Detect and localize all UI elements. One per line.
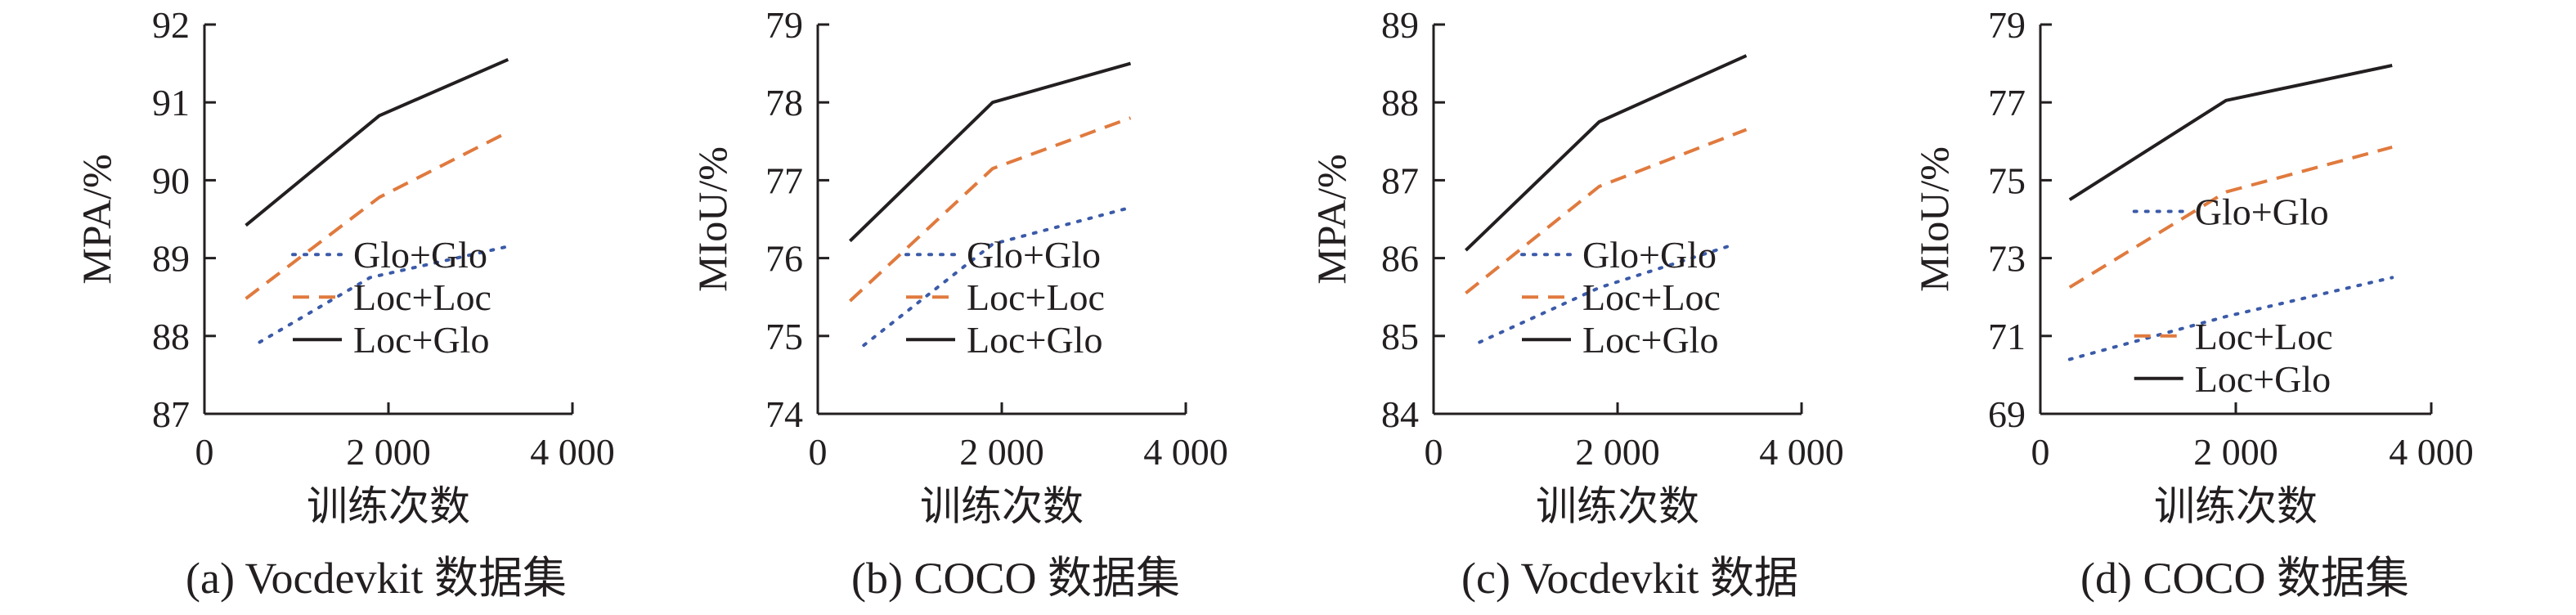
x-tick-label: 0 [1425, 431, 1443, 473]
y-axis-title: MIoU/% [1911, 146, 1957, 292]
series-line-loc-glo [849, 61, 1132, 243]
legend-label: Loc+Loc [1582, 276, 1721, 318]
y-tick-label: 77 [765, 159, 803, 201]
chart-caption: (a) Vocdevkit 数据集 [186, 554, 567, 603]
y-tick-label: 90 [152, 159, 190, 201]
chart-panel-4: 69 71 73 75 77 79 0 2 000 4 000 训练次数 MIoU/% Glo+Glo… [1911, 4, 2474, 603]
series-line-loc-loc [849, 116, 1132, 303]
y-tick-label: 86 [1381, 238, 1419, 280]
x-axis-title: 训练次数 [2154, 483, 2318, 529]
y-tick-label: 88 [152, 316, 190, 357]
chart-caption: (d) COCO 数据集 [2080, 554, 2409, 603]
y-tick-label: 71 [1988, 316, 2026, 357]
y-axis-title: MPA/% [1308, 154, 1354, 284]
x-axis-title: 训练次数 [920, 483, 1084, 529]
x-tick-label: 4 000 [2389, 431, 2474, 473]
y-tick-label: 75 [765, 316, 803, 357]
legend-label: Loc+Loc [2195, 316, 2333, 357]
x-tick-label: 4 000 [530, 431, 615, 473]
x-tick-label: 0 [195, 431, 214, 473]
y-tick-label: 87 [152, 393, 190, 435]
x-tick-label: 2 000 [959, 431, 1044, 473]
y-tick-label: 88 [1381, 82, 1419, 123]
series-line-glo-glo [2067, 276, 2394, 361]
x-tick-label: 2 000 [1575, 431, 1660, 473]
y-tick-label: 89 [1381, 4, 1419, 46]
chart-caption: (b) COCO 数据集 [851, 554, 1180, 603]
y-tick-label: 77 [1988, 82, 2026, 123]
series-line-loc-glo [1465, 54, 1748, 252]
y-tick-label: 84 [1381, 393, 1419, 435]
y-axis-title: MPA/% [74, 154, 119, 284]
legend-label: Glo+Glo [1582, 234, 1717, 276]
legend-label: Glo+Glo [353, 234, 487, 276]
x-tick-label: 4 000 [1143, 431, 1228, 473]
x-axis-title: 训练次数 [307, 483, 470, 529]
x-tick-label: 4 000 [1759, 431, 1844, 473]
legend-label: Glo+Glo [967, 234, 1101, 276]
y-tick-label: 79 [765, 4, 803, 46]
y-tick-label: 78 [765, 82, 803, 123]
y-tick-label: 92 [152, 4, 190, 46]
chart-panel-2: 74 75 76 77 78 79 0 2 000 4 000 训练次数 MIoU/% Glo+Glo… [689, 4, 1228, 603]
series-line-glo-glo [1478, 245, 1730, 344]
y-tick-label: 76 [765, 238, 803, 280]
x-tick-label: 2 000 [346, 431, 431, 473]
y-axis-title: MIoU/% [689, 146, 735, 292]
y-tick-label: 85 [1381, 316, 1419, 357]
legend-label: Loc+Glo [1582, 319, 1718, 361]
legend-label: Loc+Glo [2195, 358, 2331, 400]
series-line-loc-loc [2068, 145, 2393, 290]
x-tick-label: 0 [2031, 431, 2050, 473]
y-tick-label: 73 [1988, 238, 2026, 280]
x-axis-title: 训练次数 [1536, 483, 1699, 529]
y-tick-label: 74 [765, 393, 803, 435]
legend-label: Loc+Loc [967, 276, 1105, 318]
legend-label: Glo+Glo [2195, 191, 2329, 232]
y-tick-label: 91 [152, 82, 190, 123]
y-tick-label: 79 [1988, 4, 2026, 46]
y-tick-label: 89 [152, 238, 190, 280]
chart-caption: (c) Vocdevkit 数据 [1461, 554, 1798, 603]
y-tick-label: 75 [1988, 159, 2026, 201]
x-tick-label: 0 [809, 431, 828, 473]
series-line-loc-glo [245, 57, 509, 227]
series-line-loc-loc [1465, 128, 1748, 294]
legend-label: Loc+Glo [967, 319, 1102, 361]
x-tick-label: 2 000 [2193, 431, 2278, 473]
legend-label: Loc+Glo [353, 319, 489, 361]
series-line-loc-glo [2068, 64, 2393, 201]
y-tick-label: 87 [1381, 159, 1419, 201]
series-line-glo-glo [258, 245, 510, 344]
series-line-glo-glo [862, 205, 1133, 348]
series-line-loc-loc [245, 130, 509, 300]
y-tick-label: 69 [1988, 393, 2026, 435]
legend-label: Loc+Loc [353, 276, 491, 318]
